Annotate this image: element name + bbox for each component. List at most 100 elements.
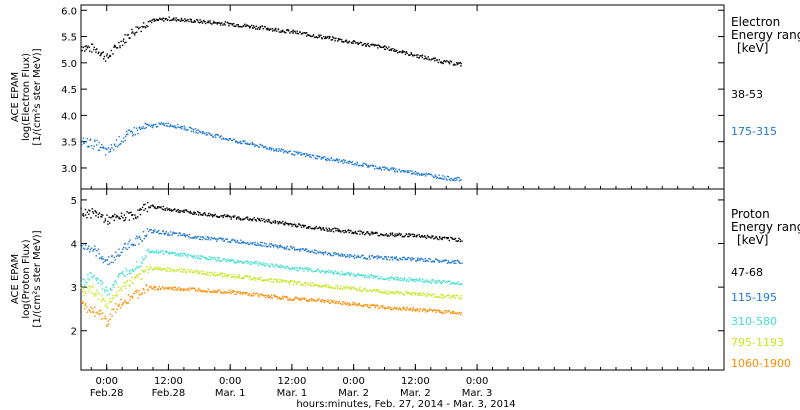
data-point — [323, 252, 325, 254]
data-point — [247, 241, 249, 244]
data-point — [163, 20, 165, 22]
data-point — [204, 290, 206, 292]
data-point — [310, 156, 312, 159]
data-point — [376, 167, 378, 170]
data-point — [218, 136, 221, 138]
data-point — [82, 214, 84, 216]
data-point — [285, 280, 287, 282]
data-point — [96, 277, 98, 279]
data-point — [272, 148, 274, 150]
data-point — [456, 312, 459, 315]
data-point — [330, 39, 332, 41]
data-point — [353, 287, 355, 289]
data-point — [87, 278, 89, 280]
data-point — [440, 238, 442, 240]
data-point — [331, 301, 333, 303]
data-point — [120, 140, 123, 142]
data-point — [461, 240, 463, 242]
data-point — [158, 229, 160, 232]
data-point — [98, 141, 100, 144]
data-point — [298, 152, 300, 154]
data-point — [244, 292, 246, 295]
data-point — [436, 59, 438, 61]
data-point — [221, 237, 223, 239]
data-point — [136, 31, 138, 33]
data-point — [266, 295, 268, 297]
data-point — [84, 284, 86, 286]
data-point — [183, 125, 185, 127]
data-point — [345, 274, 348, 276]
data-point — [452, 282, 455, 284]
data-point — [283, 150, 286, 153]
data-point — [201, 291, 204, 293]
data-point — [305, 268, 308, 270]
data-point — [141, 25, 143, 28]
data-point — [154, 289, 156, 291]
data-point — [129, 299, 131, 301]
data-point — [132, 244, 135, 247]
data-point — [99, 146, 101, 149]
data-point — [447, 295, 450, 297]
data-point — [357, 42, 359, 44]
data-point — [130, 211, 132, 213]
data-point — [166, 207, 168, 209]
data-point — [169, 125, 171, 127]
data-point — [279, 246, 281, 249]
data-point — [187, 253, 189, 256]
data-point — [248, 243, 250, 246]
data-point — [304, 248, 307, 250]
data-point — [336, 40, 339, 42]
data-point — [330, 254, 333, 257]
data-point — [372, 277, 374, 279]
data-point — [206, 134, 208, 136]
electron-legend-item: 38-53 — [731, 88, 763, 101]
data-point — [355, 164, 358, 166]
data-point — [361, 44, 363, 46]
data-point — [425, 57, 427, 59]
data-point — [140, 127, 142, 129]
data-point — [190, 127, 192, 129]
data-point — [100, 309, 102, 312]
data-point — [125, 270, 128, 272]
data-point — [334, 251, 336, 254]
data-point — [439, 281, 442, 283]
data-point — [221, 239, 223, 241]
data-point — [344, 161, 346, 163]
data-point — [368, 166, 370, 168]
data-point — [409, 54, 411, 56]
data-point — [122, 217, 124, 219]
data-point — [334, 253, 336, 256]
data-point — [441, 295, 443, 297]
data-point — [416, 278, 418, 280]
data-point — [236, 24, 238, 26]
data-point — [393, 170, 396, 172]
data-point — [206, 236, 208, 238]
data-point — [371, 303, 374, 306]
data-point — [162, 205, 164, 208]
data-point — [352, 231, 354, 234]
data-point — [126, 248, 128, 251]
data-point — [133, 32, 135, 35]
data-point — [144, 208, 147, 210]
data-point — [136, 235, 138, 238]
electron-ylabel-quantity: log(Electron Flux) — [21, 53, 32, 141]
data-point — [383, 306, 386, 309]
data-point — [179, 210, 181, 212]
data-point — [349, 288, 352, 291]
data-point — [350, 161, 353, 164]
data-point — [201, 22, 204, 24]
data-point — [197, 272, 200, 274]
data-point — [201, 20, 203, 23]
data-point — [306, 299, 309, 302]
data-point — [195, 131, 197, 133]
data-point — [304, 282, 306, 284]
data-point — [441, 62, 444, 64]
data-point — [270, 297, 272, 299]
data-point — [179, 255, 182, 257]
data-point — [388, 279, 390, 281]
data-point — [383, 258, 385, 260]
data-point — [349, 253, 352, 256]
data-point — [455, 312, 457, 314]
data-point — [105, 148, 107, 151]
data-point — [296, 30, 298, 32]
